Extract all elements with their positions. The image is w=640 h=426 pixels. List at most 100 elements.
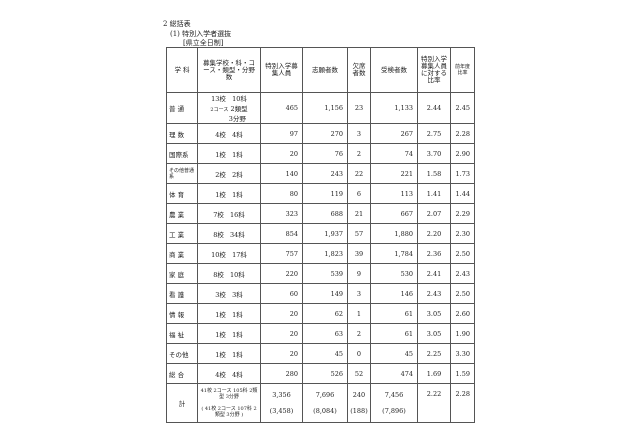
col-prev: 前年度比率 [450, 47, 475, 93]
col-dept: 学 科 [166, 47, 198, 93]
ratio-cell: 3.70 [417, 143, 451, 164]
schools-count: 3校 [215, 290, 226, 299]
quota-cell: 280 [260, 363, 303, 384]
quota-cell: 20 [260, 303, 303, 324]
table-row: 体 育 1校 1科 80 119 6 113 1.41 1.44 [166, 183, 475, 204]
schools-cell: 8校 34科 [197, 223, 261, 244]
schools-count: 8校 [213, 230, 224, 239]
quota-cell: 220 [260, 263, 303, 284]
quota-cell: 757 [260, 243, 303, 264]
schools-count: 1校 [215, 150, 226, 159]
schools-cell: 7校 16科 [197, 203, 261, 224]
schools-count: 1校 [215, 330, 226, 339]
examinees-cell: 667 [370, 203, 418, 224]
subheading: (1) 特別入学者選抜 [170, 30, 232, 38]
absent-cell: 1 [347, 303, 371, 324]
absent-cell: 6 [347, 183, 371, 204]
schools-cell: 1校 1科 [197, 323, 261, 344]
absent-cell: 3 [347, 283, 371, 304]
schools-count: 2校 [215, 170, 226, 179]
absent-cell: 2 [347, 323, 371, 344]
table-row: その他 1校 1科 20 45 0 45 2.25 3.30 [166, 343, 475, 364]
prev-cell: 1.90 [450, 323, 475, 344]
schools-count: 4校 [215, 370, 226, 379]
dept-cell: 理 数 [166, 123, 198, 144]
schools-cell: 41校 2コース 105科 2類型 3分野 ( 41校 2コース 107科 2類型… [197, 383, 261, 423]
prev-cell: 2.28 [450, 383, 475, 423]
prev-courses: 107科 2類型 3分野 ) [214, 406, 257, 418]
dept-cell: 情 報 [166, 303, 198, 324]
quota-cell: 97 [260, 123, 303, 144]
applicants-cell: 7,696 (8,084) [302, 383, 348, 423]
courses-count: 10科 [232, 95, 247, 103]
prev-cell: 2.50 [450, 243, 475, 264]
applicants-cell: 526 [302, 363, 348, 384]
examinees-cell: 61 [370, 323, 418, 344]
absent-cell: 57 [347, 223, 371, 244]
courses-count: 4科 [232, 130, 243, 139]
schools-cell: 13校 10科 2コース 2類型 3分野 [197, 92, 261, 124]
absent-cell: 9 [347, 263, 371, 284]
quota-cell: 60 [260, 283, 303, 304]
quota-cell: 140 [260, 163, 303, 184]
quota-cell: 854 [260, 223, 303, 244]
ratio-cell: 2.44 [417, 92, 451, 124]
absent-cell: 0 [347, 343, 371, 364]
extra-3: 3分野 [228, 115, 246, 123]
courses-count: 1科 [232, 190, 243, 199]
prev-applicants: (8,084) [313, 407, 337, 415]
courses-count: 10科 [230, 270, 245, 279]
applicants-cell: 688 [302, 203, 348, 224]
examinees-cell: 61 [370, 303, 418, 324]
table-row: 普 通 13校 10科 2コース 2類型 3分野 465 1,156 23 1,133 2.4… [166, 92, 475, 124]
col-quota: 特別入学募集人員 [260, 47, 303, 93]
dept-cell: 農 業 [166, 203, 198, 224]
dept-cell: 国際系 [166, 143, 198, 164]
schools-cell: 1校 1科 [197, 183, 261, 204]
applicants-cell: 63 [302, 323, 348, 344]
ratio-cell: 2.36 [417, 243, 451, 264]
total-row: 計 41校 2コース 105科 2類型 3分野 ( 41校 2コース 107科 2類… [166, 383, 475, 423]
schools-cell: 2校 2科 [197, 163, 261, 184]
courses-count: 2科 [232, 170, 243, 179]
applicants-cell: 539 [302, 263, 348, 284]
schools-cell: 4校 4科 [197, 123, 261, 144]
table-row: 国際系 1校 1科 20 76 2 74 3.70 2.90 [166, 143, 475, 164]
header-row: 学 科 募集学校・科・コース・類型・分野数 特別入学募集人員 志願者数 欠席者数… [166, 47, 475, 93]
absent-cell: 2 [347, 143, 371, 164]
prev-cell: 2.50 [450, 283, 475, 304]
table-row: 農 業 7校 16科 323 688 21 667 2.07 2.29 [166, 203, 475, 224]
examinees-cell: 530 [370, 263, 418, 284]
dept-cell: その他 [166, 343, 198, 364]
total-quota: 3,356 [272, 391, 291, 399]
col-examinees: 受検者数 [370, 47, 418, 93]
col-ratio: 特別入学募集人員に対する比率 [417, 47, 451, 93]
dept-cell: 体 育 [166, 183, 198, 204]
ratio-cell: 2.41 [417, 263, 451, 284]
ratio-cell: 2.75 [417, 123, 451, 144]
prev-cell: 2.29 [450, 203, 475, 224]
dept-cell: その他普通系 [166, 163, 198, 184]
prev-cell: 1.73 [450, 163, 475, 184]
prev-schools: ( 41校 2コース [201, 406, 236, 412]
applicants-cell: 1,823 [302, 243, 348, 264]
schools-count: 8校 [213, 270, 224, 279]
applicants-cell: 149 [302, 283, 348, 304]
total-absent: 240 [352, 391, 366, 399]
ratio-cell: 2.07 [417, 203, 451, 224]
prev-cell: 3.30 [450, 343, 475, 364]
ratio-cell: 2.22 [417, 383, 451, 423]
prev-cell: 2.43 [450, 263, 475, 284]
courses-count: 1科 [232, 350, 243, 359]
schools-count: 13校 [211, 95, 226, 103]
absent-cell: 23 [347, 92, 371, 124]
applicants-cell: 243 [302, 163, 348, 184]
examinees-cell: 221 [370, 163, 418, 184]
examinees-cell: 7,456 (7,896) [370, 383, 418, 423]
quota-cell: 20 [260, 143, 303, 164]
examinees-cell: 146 [370, 283, 418, 304]
table-row: 家 庭 8校 10科 220 539 9 530 2.41 2.43 [166, 263, 475, 284]
absent-cell: 21 [347, 203, 371, 224]
schools-cell: 8校 10科 [197, 263, 261, 284]
ratio-cell: 3.05 [417, 323, 451, 344]
